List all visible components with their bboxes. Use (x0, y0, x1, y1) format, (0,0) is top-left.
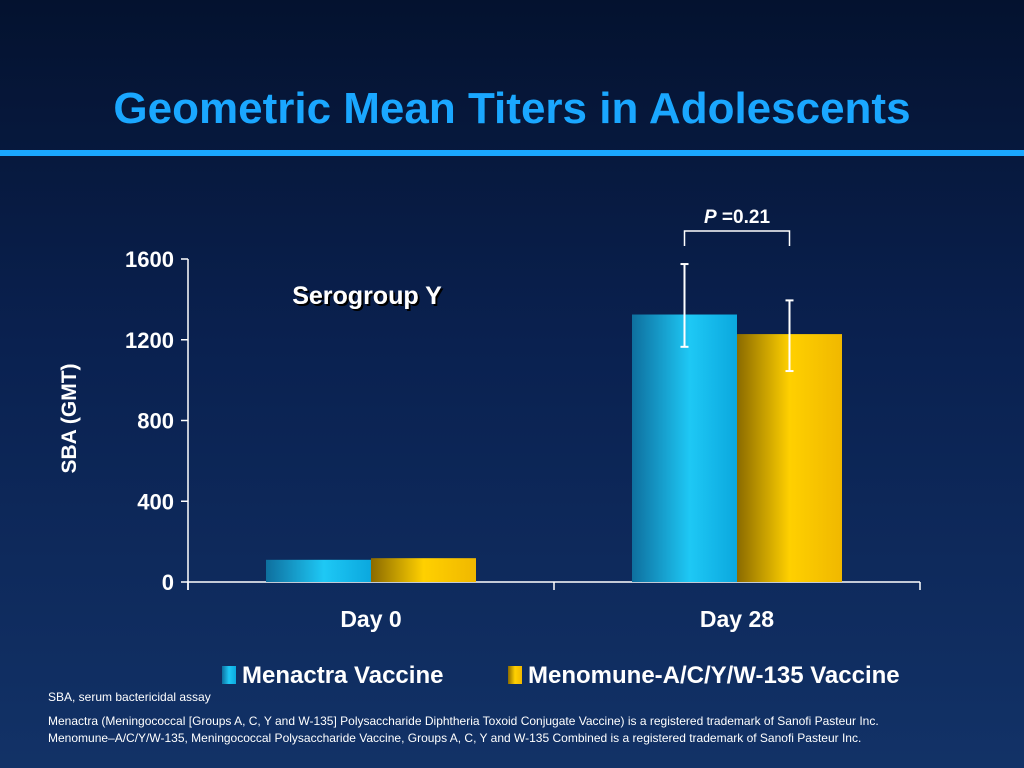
title-divider (0, 150, 1024, 156)
slide-title: Geometric Mean Titers in Adolescents (113, 84, 911, 133)
x-tick-label: Day 0 (340, 606, 401, 632)
bar-menactra-0 (266, 559, 371, 582)
y-tick-label: 400 (137, 489, 174, 514)
x-tick-label: Day 28 (700, 606, 774, 632)
legend-label-menactra: Menactra Vaccine (242, 662, 444, 689)
legend-swatch-menomune (508, 666, 522, 684)
legend-swatch-menactra (222, 666, 236, 684)
p-value-number: =0.21 (717, 207, 771, 228)
p-value-symbol: P (704, 207, 717, 228)
significance-bracket (683, 230, 791, 246)
footnote-trademark-menomune: Menomune–A/C/Y/W-135, Meningococcal Poly… (48, 731, 862, 745)
footnote-trademark-menactra: Menactra (Meningococcal [Groups A, C, Y … (48, 714, 879, 728)
legend-label-menomune: Menomune-A/C/Y/W-135 Vaccine (528, 662, 900, 689)
y-tick-label: 0 (162, 570, 174, 595)
y-tick-label: 1200 (125, 328, 174, 353)
serogroup-label: Serogroup Y (292, 282, 442, 310)
y-tick-label: 1600 (125, 247, 174, 272)
bar-menomune-1 (737, 334, 842, 582)
bar-menomune-0 (371, 558, 476, 582)
footnote-abbreviation: SBA, serum bactericidal assay (48, 690, 211, 704)
y-axis-title: SBA (GMT) (58, 363, 81, 473)
bar-menactra-1 (632, 314, 737, 582)
p-value-label: P =0.21 (704, 207, 770, 228)
y-tick-label: 800 (137, 409, 174, 434)
